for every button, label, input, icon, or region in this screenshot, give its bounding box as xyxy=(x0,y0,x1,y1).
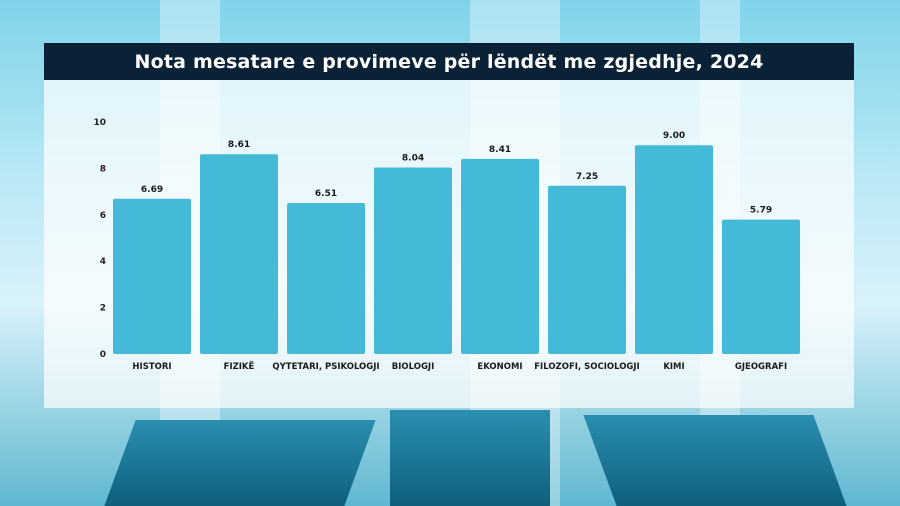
y-tick-label: 0 xyxy=(100,350,106,360)
x-tick-label: FIZIKË xyxy=(224,361,255,372)
data-label: 9.00 xyxy=(663,131,685,141)
x-tick-label: GJEOGRAFI xyxy=(735,362,787,372)
x-tick-label: EKONOMI xyxy=(477,362,522,372)
data-label: 7.25 xyxy=(576,172,598,182)
bar xyxy=(461,158,539,354)
x-tick-label: FILOZOFI, SOCIOLOGJI xyxy=(534,362,639,372)
y-tick-label: 6 xyxy=(100,211,106,221)
bar xyxy=(548,185,626,354)
y-tick-label: 8 xyxy=(100,164,106,174)
y-tick-label: 4 xyxy=(100,257,106,267)
data-label: 6.69 xyxy=(141,185,163,195)
data-label: 8.41 xyxy=(489,145,511,155)
chart-title-bar: Nota mesatare e provimeve për lëndët me … xyxy=(44,43,854,80)
data-label: 5.79 xyxy=(750,206,772,216)
chart-title: Nota mesatare e provimeve për lëndët me … xyxy=(134,50,764,73)
bar xyxy=(287,202,365,354)
bar xyxy=(635,145,713,354)
data-label: 8.61 xyxy=(228,140,250,150)
bar-chart: 0 2 4 6 8 10 6.69 HISTORI 8.61 FIZIKË 6.51 QYTETARI… xyxy=(93,118,800,372)
bar xyxy=(374,167,452,354)
x-tick-label: QYTETARI, PSIKOLOGJI xyxy=(272,362,379,372)
data-label: 6.51 xyxy=(315,189,337,199)
y-tick-label: 10 xyxy=(93,118,106,128)
x-tick-label: BIOLOGJI xyxy=(392,362,435,372)
bar xyxy=(200,154,278,354)
chart-panel: 0 2 4 6 8 10 6.69 HISTORI 8.61 FIZIKË 6.51 QYTETARI… xyxy=(44,80,854,408)
bar xyxy=(113,198,191,354)
y-tick-label: 2 xyxy=(100,304,106,314)
data-label: 8.04 xyxy=(402,153,424,163)
x-tick-label: KIMI xyxy=(663,362,684,372)
bar xyxy=(722,219,800,354)
x-tick-label: HISTORI xyxy=(132,362,171,372)
